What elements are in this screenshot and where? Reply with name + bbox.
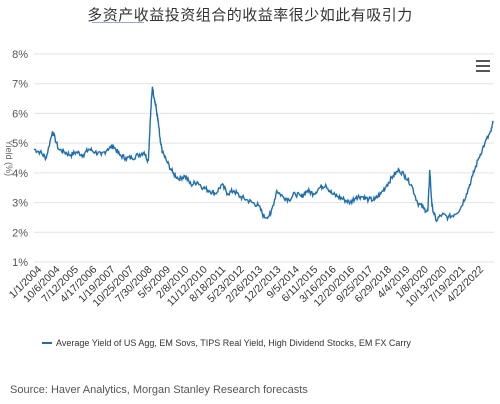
title-underline [92, 22, 144, 23]
y-axis-ticks: 1% 2% 3% 4% 5% 6% 7% 8% [12, 49, 28, 269]
y-tick-label: 1% [12, 257, 28, 269]
chart-title: 多资产收益投资组合的收益率很少如此有吸引力 [87, 6, 413, 24]
y-tick-label: 5% [12, 138, 28, 150]
y-tick-label: 8% [12, 49, 28, 61]
y-tick-label: 2% [12, 227, 28, 239]
y-tick-label: 7% [12, 79, 28, 91]
grid-lines [34, 53, 494, 263]
series-line [33, 86, 494, 223]
y-tick-label: 4% [12, 168, 28, 180]
legend[interactable]: Average Yield of US Agg, EM Sovs, TIPS R… [42, 338, 411, 348]
y-axis-label: Yield (%) [4, 140, 14, 176]
x-axis-ticks: 1/1/200410/6/20047/12/20054/17/20061/19/… [7, 264, 486, 310]
hamburger-menu-icon[interactable] [476, 60, 490, 72]
line-chart: 1% 2% 3% 4% 5% 6% 7% 8% Yield (%) 1/1/200410/6/… [4, 49, 494, 348]
y-tick-label: 3% [12, 198, 28, 210]
y-tick-label: 6% [12, 108, 28, 120]
source-note: Source: Haver Analytics, Morgan Stanley … [10, 384, 308, 396]
legend-label: Average Yield of US Agg, EM Sovs, TIPS R… [56, 338, 411, 348]
